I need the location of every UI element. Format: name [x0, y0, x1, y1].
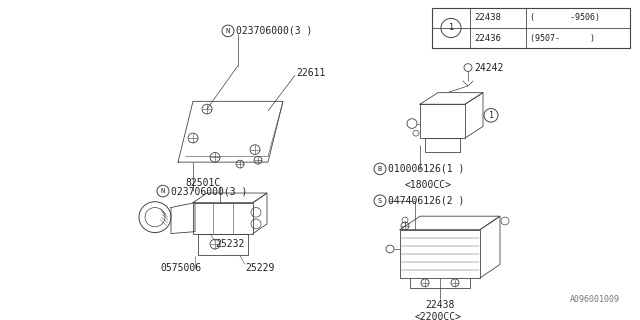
- Text: B: B: [378, 166, 382, 172]
- Text: <1800CC>: <1800CC>: [405, 180, 452, 190]
- Circle shape: [374, 195, 386, 206]
- Text: S: S: [378, 198, 382, 204]
- Circle shape: [374, 163, 386, 175]
- Circle shape: [157, 185, 169, 197]
- Text: 25229: 25229: [245, 263, 275, 273]
- Circle shape: [484, 108, 498, 122]
- Text: A096001009: A096001009: [570, 295, 620, 304]
- Bar: [432, 8, 630, 48]
- Text: 22436: 22436: [474, 34, 501, 43]
- Text: 22438: 22438: [425, 300, 454, 310]
- Text: N: N: [161, 188, 165, 194]
- Bar: [420, 104, 465, 138]
- Circle shape: [222, 25, 234, 37]
- Bar: [198, 234, 248, 255]
- Text: 25232: 25232: [215, 239, 244, 249]
- Text: 1: 1: [488, 111, 493, 120]
- Text: (       -9506): ( -9506): [530, 13, 600, 22]
- Text: 82501C: 82501C: [185, 178, 220, 188]
- Text: 22438: 22438: [474, 13, 501, 22]
- Text: 023706000(3 ): 023706000(3 ): [171, 186, 248, 196]
- Bar: [193, 203, 253, 234]
- Text: 1: 1: [449, 23, 454, 33]
- Text: 023706000(3 ): 023706000(3 ): [236, 26, 312, 36]
- Circle shape: [441, 18, 461, 38]
- Text: 047406126(2 ): 047406126(2 ): [388, 196, 465, 206]
- Text: 0575006: 0575006: [160, 263, 201, 273]
- Text: 22611: 22611: [296, 68, 325, 78]
- Text: (9507-      ): (9507- ): [530, 34, 595, 43]
- Text: N: N: [226, 28, 230, 34]
- Bar: [400, 230, 480, 278]
- Text: <2200CC>: <2200CC>: [415, 312, 462, 320]
- Text: 010006126(1 ): 010006126(1 ): [388, 164, 465, 174]
- Text: 24242: 24242: [474, 62, 504, 73]
- Bar: [425, 138, 460, 152]
